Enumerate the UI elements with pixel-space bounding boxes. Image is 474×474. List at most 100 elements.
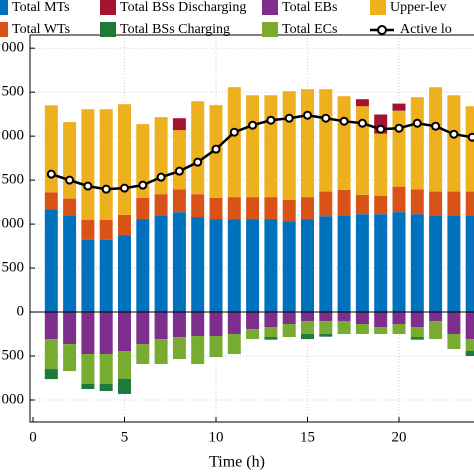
bar-segment xyxy=(172,312,186,338)
bar-segment xyxy=(355,194,369,215)
bar-segment xyxy=(99,354,113,385)
plot-frame xyxy=(29,34,474,423)
legend-marker xyxy=(377,25,387,35)
bar-segment xyxy=(429,321,443,340)
bar-segment xyxy=(172,337,186,360)
line-marker xyxy=(174,166,184,176)
bar-segment xyxy=(154,339,168,365)
bar-segment xyxy=(81,354,95,385)
line-marker xyxy=(284,113,294,123)
bar-segment xyxy=(410,312,424,328)
bar-segment xyxy=(191,336,205,365)
bar-segment xyxy=(355,99,369,107)
bar-segment xyxy=(374,214,388,313)
bar-segment xyxy=(44,105,58,193)
legend-swatch xyxy=(0,0,8,15)
bar-segment xyxy=(282,200,296,222)
bar-segment xyxy=(392,324,406,335)
bar-segment xyxy=(44,369,58,380)
bar-segment xyxy=(337,312,351,322)
bar-segment xyxy=(172,118,186,131)
bar-segment xyxy=(118,235,131,313)
line-marker xyxy=(266,115,276,125)
legend-label: Total ECs xyxy=(282,22,337,37)
bar-segment xyxy=(246,95,260,198)
line-marker xyxy=(120,183,129,193)
line-marker xyxy=(156,172,166,182)
y-tick-label: 000 xyxy=(2,391,25,407)
line-marker xyxy=(65,175,75,185)
legend-label: Total MTs xyxy=(12,0,70,15)
bar-segment xyxy=(447,215,461,313)
bar-segment xyxy=(429,191,443,216)
bar-segment xyxy=(282,312,296,325)
bar-segment xyxy=(447,312,461,335)
bar-segment xyxy=(374,312,388,328)
y-tick-label: 500 xyxy=(2,84,25,100)
bar-segment xyxy=(118,351,131,379)
bar-segment xyxy=(172,189,186,213)
bar-segment xyxy=(392,312,406,325)
bar-segment xyxy=(355,106,369,195)
bar-segment xyxy=(136,219,150,313)
bar-segment xyxy=(301,321,314,335)
bar-segment xyxy=(392,212,406,313)
bar-segment xyxy=(118,312,131,352)
legend-label: Active lo xyxy=(400,22,452,37)
bar-segment xyxy=(118,378,131,394)
bar-segment xyxy=(264,95,278,198)
bar-segment xyxy=(301,312,314,322)
bar-segment xyxy=(301,334,314,340)
y-tick-label: 500 xyxy=(2,347,25,363)
legend-label: Upper-lev xyxy=(390,0,446,15)
bar-segment xyxy=(355,312,369,325)
bar-segment xyxy=(246,197,260,220)
bar-segment xyxy=(191,194,205,218)
bar-segment xyxy=(154,215,168,313)
bar-segment xyxy=(410,214,424,313)
line-marker xyxy=(376,124,386,134)
bar-segment xyxy=(209,219,223,313)
bar-segment xyxy=(172,212,186,313)
bar-segment xyxy=(319,89,333,192)
bar-segment xyxy=(246,312,260,330)
bar-segment xyxy=(355,324,369,335)
bar-segment xyxy=(410,337,424,340)
line-marker xyxy=(229,127,239,137)
bar-segment xyxy=(44,192,58,210)
legend-label: Total EBs xyxy=(282,0,337,15)
y-tick-label: 000 xyxy=(2,128,25,144)
legend-label: Total BSs Discharging xyxy=(120,0,246,15)
bar-segment xyxy=(410,327,424,338)
bar-segment xyxy=(246,219,260,313)
line-series xyxy=(50,113,473,191)
bar-segment xyxy=(429,312,443,322)
bar-segment xyxy=(209,312,223,337)
bar-segment xyxy=(191,217,205,313)
bar-segment xyxy=(81,239,95,313)
bar-segment xyxy=(227,219,241,313)
y-tick-label: 000 xyxy=(2,40,25,56)
bar-segment xyxy=(301,89,314,198)
x-tick-label: 15 xyxy=(300,429,315,445)
bar-segment xyxy=(374,327,388,335)
bar-segment xyxy=(447,334,461,349)
line-marker xyxy=(449,129,459,139)
bar-segment xyxy=(337,189,351,216)
legend-swatch xyxy=(100,22,116,37)
bar-segment xyxy=(447,191,461,216)
bar-segment xyxy=(136,197,150,220)
bar-segment xyxy=(465,351,474,357)
bar-segment xyxy=(81,312,95,355)
x-tick-label: 20 xyxy=(392,429,407,445)
bar-segment xyxy=(99,219,113,240)
line-marker xyxy=(193,157,203,167)
y-tick-label: 500 xyxy=(2,260,25,276)
line-marker xyxy=(303,110,312,120)
legend-swatch xyxy=(262,22,278,37)
bar-segment xyxy=(209,336,223,358)
bar-segment xyxy=(136,344,150,365)
bar-segment xyxy=(118,214,131,236)
bar-segment xyxy=(301,219,314,313)
